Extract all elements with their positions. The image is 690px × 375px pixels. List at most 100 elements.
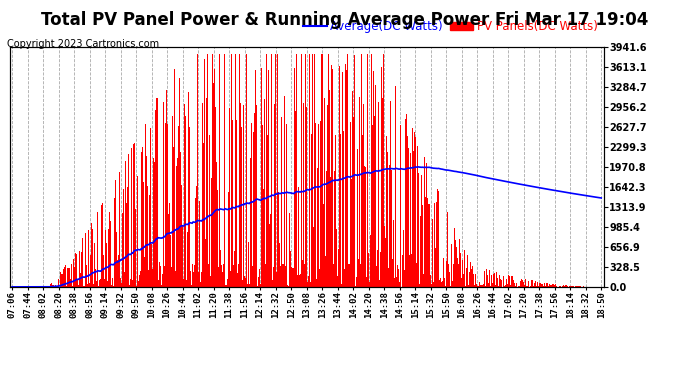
- Bar: [211, 178, 212, 287]
- Bar: [185, 116, 186, 287]
- Bar: [450, 285, 451, 287]
- Bar: [183, 266, 184, 287]
- Bar: [63, 285, 64, 287]
- Bar: [567, 286, 568, 287]
- Bar: [146, 280, 148, 287]
- Bar: [176, 166, 177, 287]
- Bar: [383, 54, 384, 287]
- Bar: [536, 286, 537, 287]
- Bar: [62, 274, 63, 287]
- Bar: [460, 253, 461, 287]
- Bar: [88, 230, 89, 287]
- Bar: [533, 286, 534, 287]
- Bar: [244, 276, 245, 287]
- Bar: [154, 162, 155, 287]
- Bar: [191, 285, 192, 287]
- Bar: [249, 284, 250, 287]
- Bar: [435, 201, 437, 287]
- Bar: [232, 120, 233, 287]
- Bar: [101, 205, 102, 287]
- Bar: [55, 285, 56, 287]
- Bar: [224, 54, 226, 287]
- Bar: [355, 286, 356, 287]
- Bar: [382, 98, 383, 287]
- Bar: [519, 286, 520, 287]
- Bar: [312, 54, 313, 287]
- Bar: [209, 135, 210, 287]
- Bar: [490, 286, 491, 287]
- Bar: [352, 91, 353, 287]
- Bar: [277, 54, 278, 287]
- Bar: [138, 281, 139, 287]
- Bar: [418, 173, 419, 287]
- Bar: [289, 213, 290, 287]
- Bar: [288, 286, 289, 287]
- Bar: [135, 209, 136, 287]
- Bar: [393, 220, 394, 287]
- Bar: [367, 54, 368, 287]
- Bar: [170, 236, 171, 287]
- Bar: [516, 283, 517, 287]
- Bar: [141, 282, 142, 287]
- Bar: [410, 153, 411, 287]
- Bar: [388, 165, 390, 287]
- Bar: [68, 264, 70, 287]
- Bar: [509, 276, 511, 287]
- Bar: [501, 280, 502, 287]
- Bar: [405, 119, 406, 287]
- Bar: [102, 203, 103, 287]
- Bar: [391, 170, 392, 287]
- Bar: [129, 285, 130, 287]
- Bar: [497, 286, 499, 287]
- Bar: [381, 67, 382, 287]
- Bar: [160, 266, 161, 287]
- Bar: [317, 266, 318, 287]
- Bar: [105, 216, 106, 287]
- Bar: [336, 229, 337, 287]
- Bar: [361, 54, 362, 287]
- Bar: [136, 251, 137, 287]
- Bar: [345, 64, 346, 287]
- Bar: [400, 121, 402, 287]
- Bar: [468, 286, 469, 287]
- Bar: [335, 135, 336, 287]
- Bar: [437, 189, 438, 287]
- Bar: [319, 268, 320, 287]
- Bar: [572, 286, 573, 287]
- Bar: [329, 90, 330, 287]
- Bar: [420, 216, 421, 287]
- Bar: [499, 286, 500, 287]
- Bar: [113, 286, 114, 287]
- Bar: [156, 98, 157, 287]
- Bar: [539, 283, 540, 287]
- Bar: [159, 262, 160, 287]
- Bar: [201, 272, 202, 287]
- Bar: [81, 252, 82, 287]
- Bar: [286, 183, 287, 287]
- Bar: [344, 269, 345, 287]
- Bar: [556, 286, 558, 287]
- Bar: [51, 284, 52, 287]
- Bar: [193, 272, 195, 287]
- Bar: [487, 275, 488, 287]
- Bar: [203, 143, 204, 287]
- Bar: [215, 107, 216, 287]
- Bar: [369, 282, 371, 287]
- Bar: [210, 276, 211, 287]
- Bar: [398, 269, 399, 287]
- Bar: [504, 286, 505, 287]
- Bar: [543, 286, 544, 287]
- Bar: [331, 65, 332, 287]
- Bar: [528, 281, 529, 287]
- Bar: [130, 226, 132, 287]
- Bar: [263, 189, 264, 287]
- Bar: [340, 134, 341, 287]
- Bar: [492, 283, 493, 287]
- Bar: [172, 267, 173, 287]
- Bar: [362, 135, 363, 287]
- Bar: [76, 254, 77, 287]
- Bar: [234, 251, 235, 287]
- Bar: [184, 104, 185, 287]
- Bar: [485, 286, 486, 287]
- Bar: [106, 243, 107, 287]
